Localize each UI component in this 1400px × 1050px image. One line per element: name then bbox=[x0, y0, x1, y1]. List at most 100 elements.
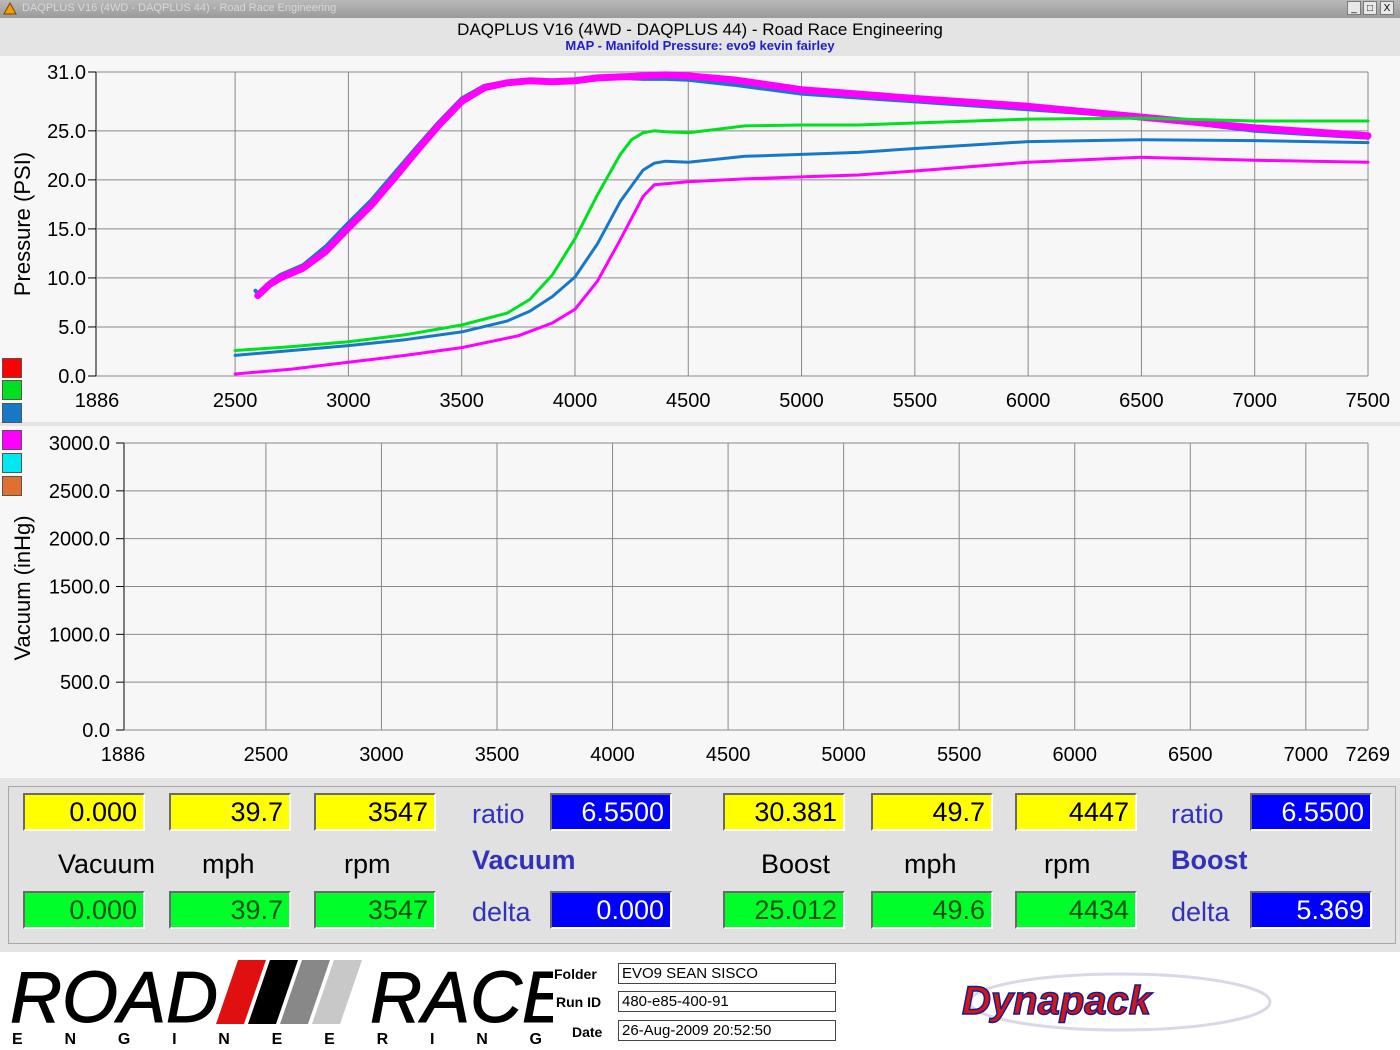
series-line-3 bbox=[233, 138, 1370, 357]
y-tick-label: 0.0 bbox=[58, 366, 86, 388]
x-tick-label: 1886 bbox=[75, 390, 120, 412]
swatch-cyan[interactable] bbox=[2, 453, 22, 473]
boost-delta-value: 5.369 bbox=[1250, 891, 1372, 929]
swatch-orange[interactable] bbox=[2, 476, 22, 496]
x-tick-label: 2500 bbox=[244, 744, 289, 766]
x-tick-label: 6500 bbox=[1119, 390, 1164, 412]
y-tick-label: 20.0 bbox=[47, 170, 86, 192]
swatch-red[interactable] bbox=[2, 358, 22, 378]
x-tick-label: 3000 bbox=[359, 744, 404, 766]
boost-mph-top: 49.7 bbox=[871, 793, 993, 831]
runid-field[interactable]: 480-e85-400-91 bbox=[618, 991, 836, 1012]
x-tick-label: 2500 bbox=[213, 390, 258, 412]
x-tick-label: 5000 bbox=[779, 390, 824, 412]
x-tick-label: 5000 bbox=[821, 744, 866, 766]
series-line-4 bbox=[233, 155, 1370, 376]
window-titlebar[interactable]: DAQPLUS V16 (4WD - DAQPLUS 44) - Road Ra… bbox=[0, 0, 1400, 18]
boost-delta-label: delta bbox=[1171, 897, 1230, 927]
x-tick-label: 7500 bbox=[1346, 390, 1391, 412]
y-tick-label: 500.0 bbox=[60, 672, 110, 694]
swatch-green[interactable] bbox=[2, 380, 22, 400]
x-tick-label: 7000 bbox=[1284, 744, 1329, 766]
x-tick-label: 7269 bbox=[1346, 744, 1391, 766]
boost-ratio-label: ratio bbox=[1171, 799, 1224, 829]
y-tick-label: 10.0 bbox=[47, 268, 86, 290]
vacuum-mph-label: mph bbox=[202, 849, 255, 879]
x-tick-label: 3500 bbox=[475, 744, 520, 766]
vacuum-label: Vacuum bbox=[58, 849, 156, 879]
boost-ratio-value: 6.5500 bbox=[1250, 793, 1372, 831]
vacuum-value-top: 0.000 bbox=[23, 793, 145, 831]
app-title: DAQPLUS V16 (4WD - DAQPLUS 44) - Road Ra… bbox=[457, 20, 943, 39]
y-tick-label: 1500.0 bbox=[49, 577, 110, 599]
app-icon bbox=[3, 2, 17, 15]
x-tick-label: 4000 bbox=[590, 744, 635, 766]
y-tick-label: 25.0 bbox=[47, 121, 86, 143]
readouts-panel: 0.000 39.7 3547 ratio 6.5500 Vacuum mph … bbox=[8, 786, 1396, 944]
x-tick-label: 3500 bbox=[439, 390, 484, 412]
maximize-button[interactable]: □ bbox=[1363, 1, 1377, 15]
vacuum-mph-top: 39.7 bbox=[169, 793, 291, 831]
y-tick-label: 31.0 bbox=[47, 62, 86, 84]
boost-rpm-label: rpm bbox=[1044, 849, 1091, 879]
boost-mph-label: mph bbox=[904, 849, 957, 879]
dynapack-logo: Dynapack bbox=[961, 972, 1272, 1032]
boost-group-label: Boost bbox=[1171, 845, 1248, 875]
runid-label: Run ID bbox=[556, 994, 602, 1010]
y-tick-label: 3000.0 bbox=[49, 433, 110, 455]
vacuum-group-label: Vacuum bbox=[472, 845, 576, 875]
pressure-chart-panel: 0.0 5.0 10.0 15.0 20.0 25.0 31.0 1886 2500 3000 35… bbox=[0, 56, 1400, 422]
swatch-magenta[interactable] bbox=[2, 430, 22, 450]
vacuum-rpm-label: rpm bbox=[344, 849, 391, 879]
boost-rpm-top: 4447 bbox=[1015, 793, 1137, 831]
vacuum-ratio-label: ratio bbox=[472, 799, 525, 829]
y-tick-label: 0.0 bbox=[82, 720, 110, 742]
y-axis-label: Pressure (PSI) bbox=[10, 152, 35, 296]
x-tick-label: 6500 bbox=[1168, 744, 1213, 766]
minimize-button[interactable]: _ bbox=[1347, 1, 1361, 15]
date-field[interactable]: 26-Aug-2009 20:52:50 bbox=[618, 1020, 836, 1041]
vacuum-ratio-value: 6.5500 bbox=[550, 793, 672, 831]
x-tick-label: 6000 bbox=[1052, 744, 1097, 766]
y-tick-label: 15.0 bbox=[47, 219, 86, 241]
x-tick-label: 4000 bbox=[553, 390, 598, 412]
vacuum-mph-bottom: 39.7 bbox=[169, 891, 291, 929]
boost-value-bottom: 25.012 bbox=[723, 891, 845, 929]
vacuum-chart-panel: 0.0 500.0 1000.0 1500.0 2000.0 2500.0 3000.0 18… bbox=[0, 426, 1400, 778]
x-tick-label: 4500 bbox=[666, 390, 711, 412]
y-axis-label: Vacuum (inHg) bbox=[10, 515, 35, 660]
road-race-logo: ROAD RACE E N G I N E E R I N G bbox=[10, 958, 554, 1049]
titlebar-text: DAQPLUS V16 (4WD - DAQPLUS 44) - Road Ra… bbox=[22, 2, 337, 14]
vacuum-rpm-bottom: 3547 bbox=[314, 891, 436, 929]
chart-subtitle: MAP - Manifold Pressure: evo9 kevin fair… bbox=[565, 38, 835, 53]
vacuum-chart: 0.0 500.0 1000.0 1500.0 2000.0 2500.0 3000.0 18… bbox=[10, 433, 1391, 766]
x-tick-label: 1886 bbox=[101, 744, 146, 766]
x-tick-label: 3000 bbox=[326, 390, 371, 412]
x-tick-label: 6000 bbox=[1006, 390, 1051, 412]
x-tick-label: 7000 bbox=[1232, 390, 1277, 412]
series-line-2 bbox=[233, 116, 1370, 352]
boost-label: Boost bbox=[761, 849, 831, 879]
x-tick-label: 5500 bbox=[893, 390, 938, 412]
folder-field[interactable]: EVO9 SEAN SISCO bbox=[618, 963, 836, 984]
dynapack-text: Dynapack bbox=[962, 979, 1153, 1023]
swatch-blue[interactable] bbox=[2, 403, 22, 423]
pressure-chart: 0.0 5.0 10.0 15.0 20.0 25.0 31.0 1886 2500 3000 35… bbox=[10, 62, 1391, 412]
footer: ROAD RACE E N G I N E E R I N G Folder E… bbox=[0, 952, 1400, 1050]
y-tick-label: 2000.0 bbox=[49, 529, 110, 551]
y-tick-label: 5.0 bbox=[58, 317, 86, 339]
date-label: Date bbox=[572, 1024, 603, 1040]
y-tick-label: 2500.0 bbox=[49, 481, 110, 503]
close-button[interactable]: X bbox=[1380, 1, 1394, 15]
series-line-0 bbox=[253, 74, 1370, 296]
boost-rpm-bottom: 4434 bbox=[1015, 891, 1137, 929]
x-tick-label: 5500 bbox=[937, 744, 982, 766]
logo-word-race: RACE bbox=[370, 958, 553, 1038]
boost-mph-bottom: 49.6 bbox=[871, 891, 993, 929]
vacuum-value-bottom: 0.000 bbox=[23, 891, 145, 929]
folder-label: Folder bbox=[554, 966, 597, 982]
y-tick-label: 1000.0 bbox=[49, 624, 110, 646]
vacuum-delta-label: delta bbox=[472, 897, 531, 927]
logo-word-road: ROAD bbox=[10, 958, 218, 1038]
vacuum-rpm-top: 3547 bbox=[314, 793, 436, 831]
